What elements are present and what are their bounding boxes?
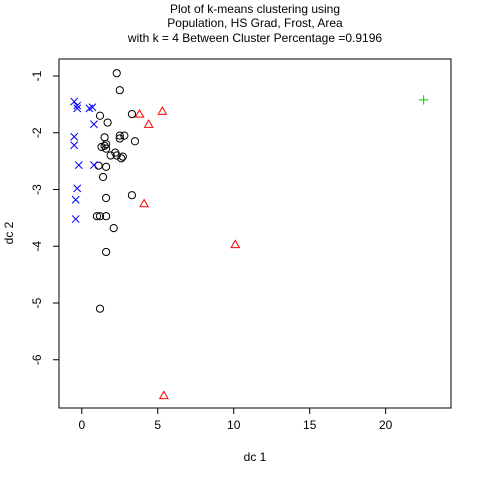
- chart-title-line-3: with k = 4 Between Cluster Percentage =0…: [127, 31, 382, 45]
- circle-point: [102, 247, 111, 257]
- circle-point: [100, 133, 109, 142]
- x-tick-label: 10: [227, 418, 241, 432]
- circle-point: [106, 151, 115, 160]
- x-point: [74, 161, 83, 170]
- circle-point: [109, 224, 118, 233]
- triangle-point: [158, 390, 169, 400]
- circle-point: [127, 109, 137, 119]
- circle-point: [118, 152, 127, 161]
- circle-point: [112, 69, 121, 78]
- x-point: [73, 101, 82, 110]
- x-point: [73, 184, 82, 193]
- y-tick-label: -4: [30, 241, 44, 252]
- y-axis-label: dc 2: [2, 221, 16, 244]
- chart-title-line-1: Plot of k-means clustering using: [170, 2, 340, 16]
- plus-point: [419, 95, 429, 105]
- y-tick-label: -5: [30, 297, 44, 308]
- y-axis: -1 -2 -3 -4 -5 -6: [30, 70, 59, 365]
- x-tick-label: 0: [78, 418, 85, 432]
- circle-point: [95, 304, 105, 313]
- x-point: [70, 141, 79, 150]
- circle-point: [130, 137, 140, 146]
- x-point: [70, 132, 79, 141]
- circle-point: [115, 86, 124, 95]
- circle-point: [102, 212, 111, 221]
- circle-point: [95, 111, 105, 120]
- circle-point: [112, 151, 121, 160]
- x-point: [89, 120, 98, 129]
- plot-frame: [58, 58, 452, 409]
- y-tick-label: -2: [30, 127, 44, 138]
- x-point: [70, 97, 79, 106]
- triangle-point: [157, 106, 168, 115]
- x-point: [73, 104, 82, 113]
- x-point: [88, 103, 97, 112]
- circle-point: [117, 154, 126, 163]
- x-axis-label: dc 1: [244, 450, 267, 464]
- x-axis: 0 5 10 15 20: [78, 408, 393, 432]
- x-tick-label: 20: [379, 418, 393, 432]
- circle-point: [102, 162, 111, 171]
- triangle-point: [143, 119, 154, 128]
- circle-point: [95, 212, 105, 221]
- chart-title-line-2: Population, HS Grad, Frost, Area: [167, 16, 343, 30]
- circle-point: [100, 141, 109, 150]
- circle-point: [102, 140, 111, 149]
- x-point: [71, 215, 80, 223]
- triangle-point: [230, 239, 241, 249]
- circle-point: [102, 193, 111, 203]
- circle-point: [92, 212, 102, 221]
- x-point: [71, 195, 80, 204]
- circle-point: [120, 131, 129, 140]
- circle-point: [115, 134, 124, 143]
- circle-point: [103, 118, 112, 127]
- x-tick-label: 5: [154, 418, 161, 432]
- y-tick-label: -6: [30, 354, 44, 365]
- triangle-point: [134, 108, 145, 118]
- y-tick-label: -3: [30, 184, 44, 195]
- y-tick-label: -1: [30, 70, 44, 81]
- circle-point: [127, 191, 137, 200]
- circle-point: [115, 131, 124, 140]
- triangle-point: [139, 198, 150, 208]
- x-tick-label: 15: [303, 418, 317, 432]
- data-points: [70, 69, 429, 400]
- x-point: [89, 161, 98, 170]
- circle-point: [98, 172, 108, 182]
